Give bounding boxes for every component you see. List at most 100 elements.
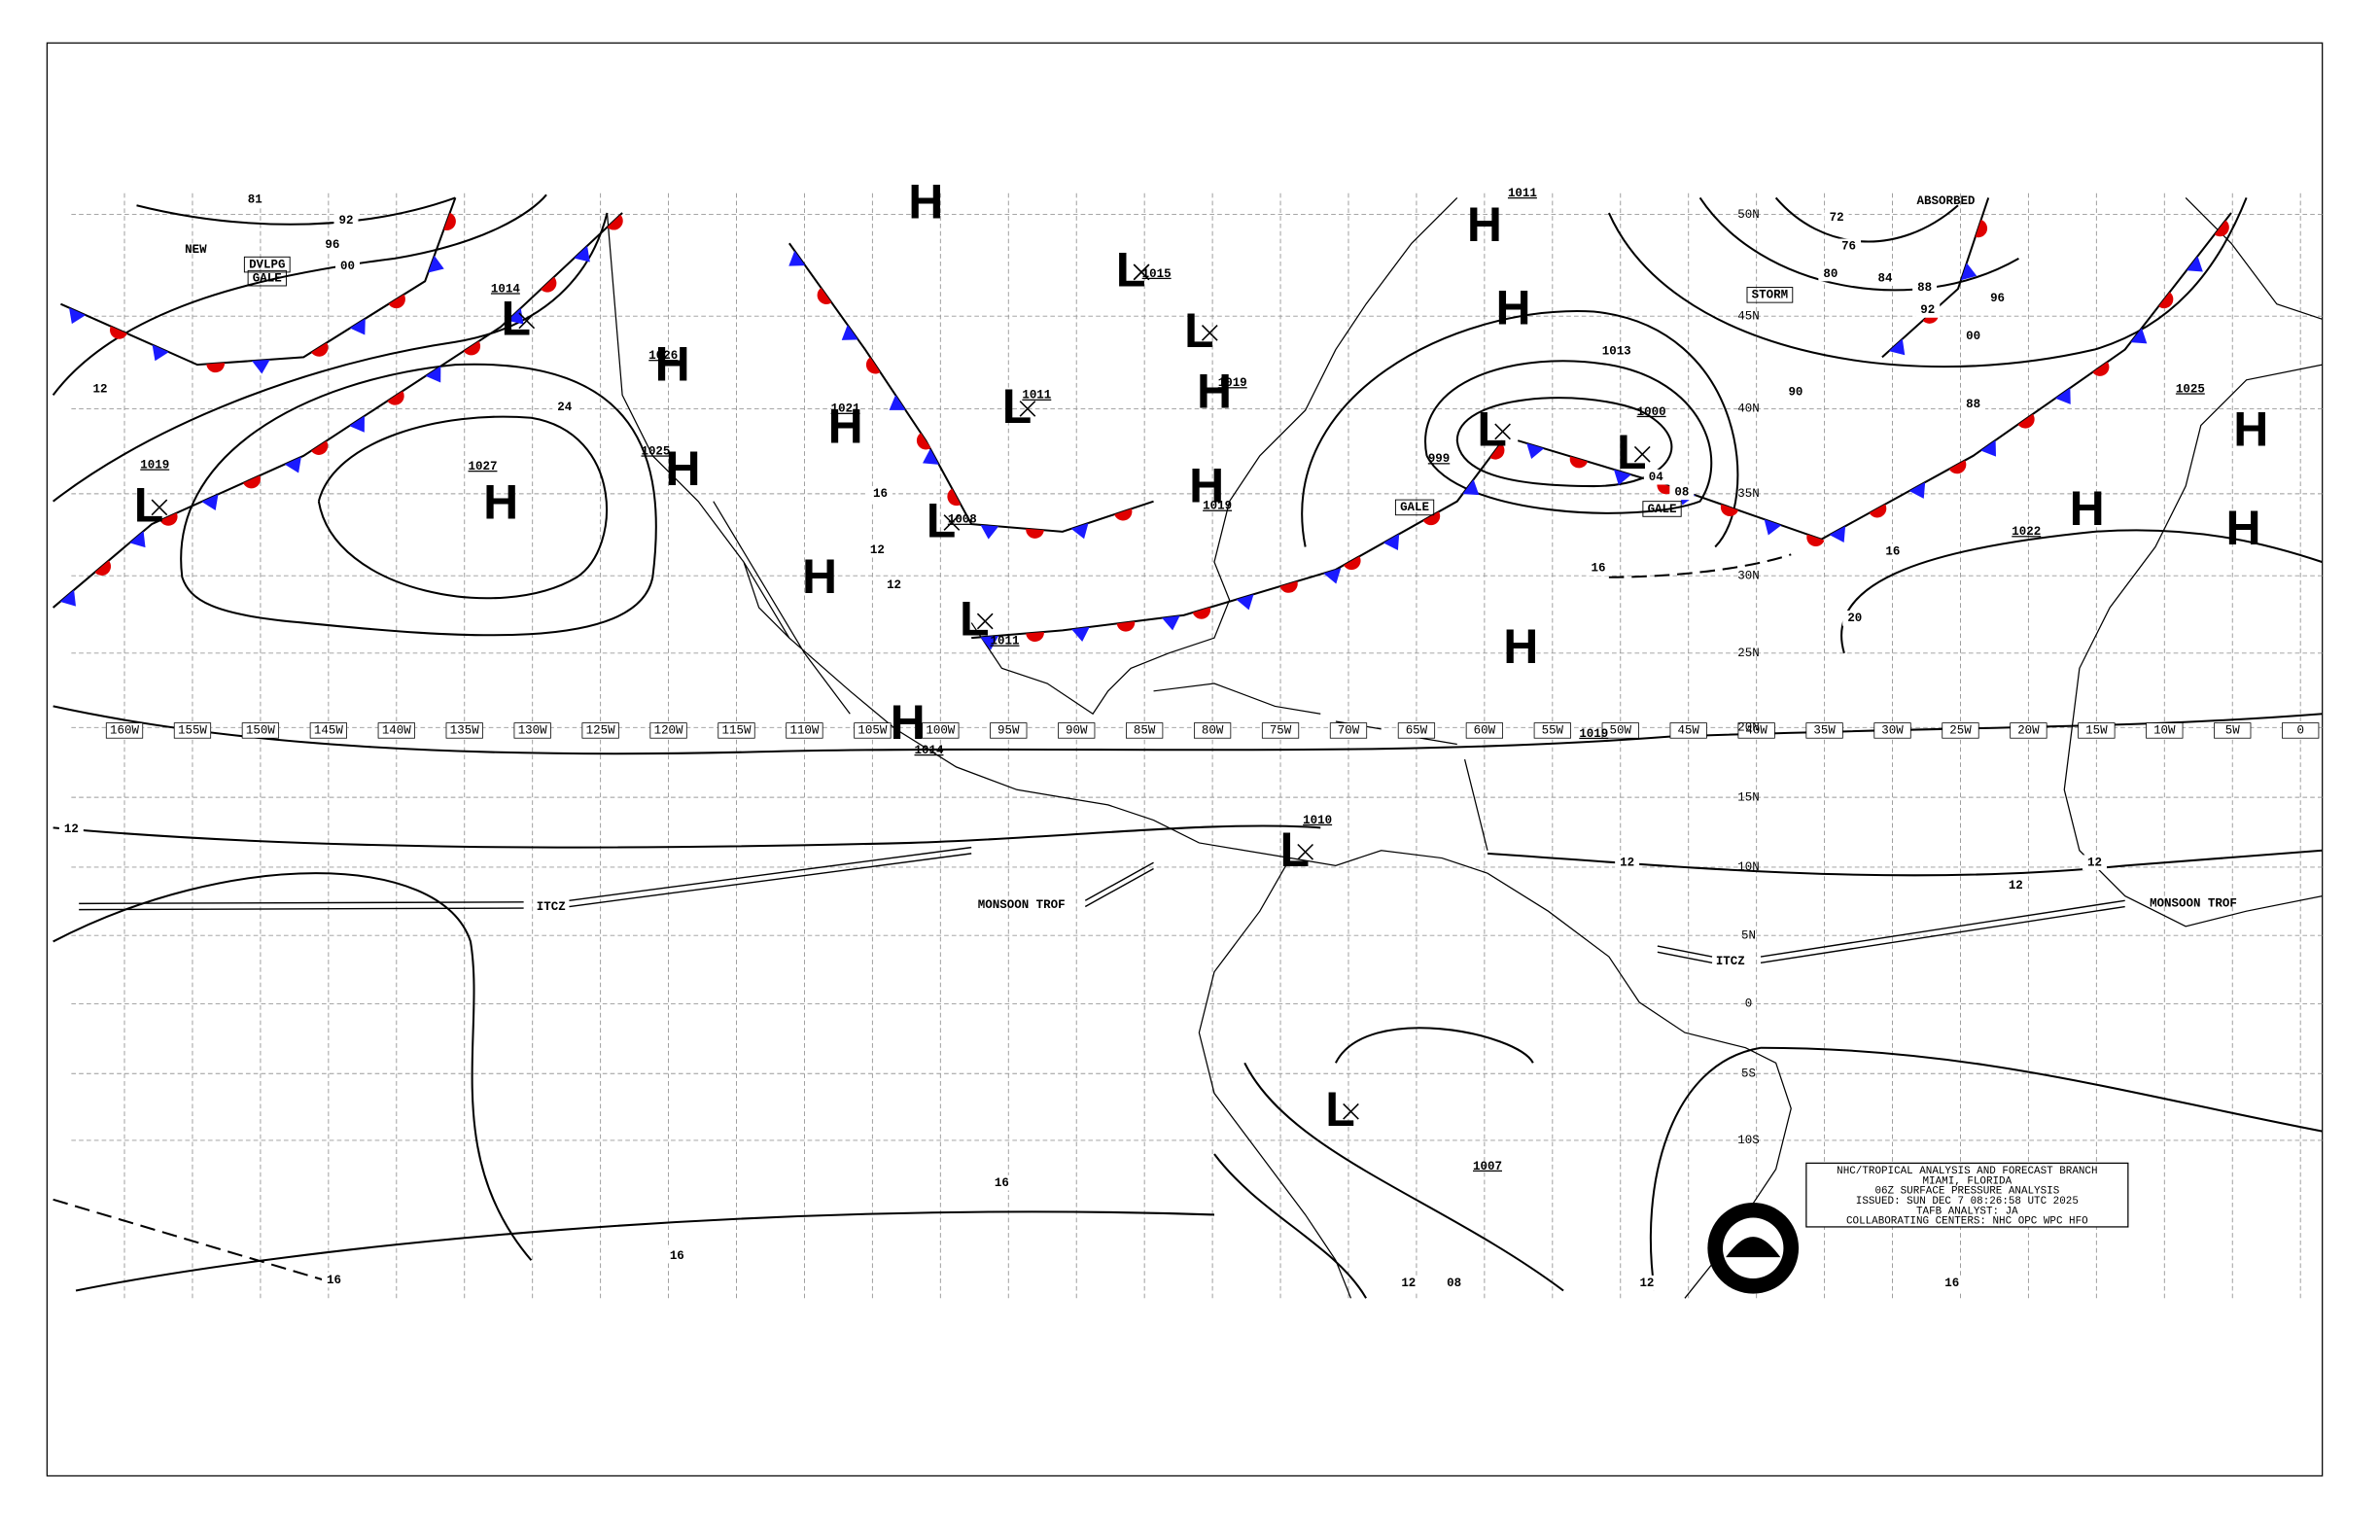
pressure-center-symbol: H bbox=[828, 399, 863, 453]
isobar-label-bg bbox=[1615, 855, 1640, 871]
low-center-x bbox=[976, 612, 994, 630]
lat-label: 5S bbox=[1741, 1068, 1756, 1081]
warm-front-pip bbox=[388, 294, 405, 309]
warm-front-pip bbox=[1026, 631, 1044, 643]
cold-front-pip bbox=[1162, 615, 1180, 631]
lon-label: 105W bbox=[858, 724, 887, 738]
lon-label: 85W bbox=[1134, 724, 1156, 738]
isobar-label-bg bbox=[1634, 1275, 1660, 1291]
pressure-center-value: 1011 bbox=[1508, 187, 1537, 200]
lon-label-box bbox=[2214, 722, 2252, 739]
itcz-line bbox=[1657, 951, 1713, 963]
isobar bbox=[180, 363, 657, 637]
pressure-center-value: 1019 bbox=[1579, 727, 1608, 741]
warm-front-pip bbox=[1192, 607, 1211, 619]
lon-label-box bbox=[241, 722, 280, 739]
front-line bbox=[788, 242, 1154, 533]
frame bbox=[46, 42, 2324, 1477]
fronts bbox=[52, 197, 2232, 963]
cold-front-pip bbox=[1070, 523, 1089, 540]
lon-label-box bbox=[1669, 722, 1707, 739]
warm-front-pip bbox=[1344, 556, 1361, 571]
pressure-center-symbol: H bbox=[891, 695, 926, 750]
warm-front-pip bbox=[159, 512, 178, 526]
itcz-line bbox=[569, 846, 972, 901]
grid bbox=[71, 192, 2323, 1299]
warm-front-pip bbox=[916, 433, 931, 450]
pressure-center-value: 1027 bbox=[469, 460, 498, 473]
lon-label: 110W bbox=[789, 724, 819, 738]
warm-front-pip bbox=[1489, 442, 1505, 460]
isobar-label-bg bbox=[664, 1247, 689, 1264]
isobar bbox=[1698, 196, 2019, 292]
lat-label: 25N bbox=[1737, 647, 1759, 660]
title-line: TAFB ANALYST: JA bbox=[1916, 1206, 2018, 1217]
isobar-label: 12 bbox=[64, 822, 79, 836]
feature-label-box bbox=[243, 256, 291, 273]
isobar-label: 12 bbox=[1401, 1277, 1416, 1290]
isobar-label: 1013 bbox=[1602, 344, 1631, 358]
lon-label-box bbox=[1397, 722, 1436, 739]
warm-front-pip bbox=[817, 287, 832, 304]
cold-front-pip bbox=[2186, 256, 2203, 272]
feature-label: ABSORBED bbox=[1917, 194, 1976, 208]
lat-label: 35N bbox=[1737, 487, 1759, 501]
cold-front-pip bbox=[349, 318, 366, 335]
lon-label: 160W bbox=[110, 724, 139, 738]
title-line: ISSUED: SUN DEC 7 08:26:58 UTC 2025 bbox=[1856, 1196, 2079, 1208]
isobar-label: 08 bbox=[1674, 486, 1689, 500]
noaa-logo bbox=[1707, 1202, 1800, 1294]
isobar bbox=[317, 415, 609, 600]
isobar-label: 16 bbox=[1944, 1277, 1959, 1290]
lon-label: 130W bbox=[518, 724, 547, 738]
isobar-label-bg bbox=[1818, 265, 1843, 282]
feature-label-box bbox=[1642, 501, 1682, 517]
warm-front-pip bbox=[1948, 460, 1967, 474]
isobar bbox=[1487, 849, 2323, 877]
isobar-label: 12 bbox=[887, 578, 901, 592]
feature-label: STORM bbox=[1752, 289, 1788, 302]
isobars bbox=[52, 193, 2323, 1299]
low-center-x bbox=[1633, 445, 1651, 463]
isobar-label-bg bbox=[1940, 1275, 1965, 1291]
pressure-center-symbol: L bbox=[960, 592, 990, 647]
pressure-center-value: 1008 bbox=[948, 513, 977, 527]
isobar bbox=[75, 1210, 1215, 1292]
lon-label: 125W bbox=[586, 724, 615, 738]
cold-front-pip bbox=[425, 366, 441, 383]
pressure-center-value: 1014 bbox=[915, 744, 944, 757]
warm-front-pip bbox=[865, 357, 881, 374]
warm-front-pip bbox=[110, 326, 127, 339]
pressure-center-symbol: L bbox=[134, 478, 164, 533]
feature-label: MONSOON TROF bbox=[2150, 897, 2237, 911]
isobar-label-bg bbox=[1396, 1275, 1421, 1291]
pressure-center-value: 1025 bbox=[641, 444, 670, 458]
lon-label: 45W bbox=[1677, 724, 1699, 738]
pressure-center-symbol: H bbox=[1197, 365, 1232, 419]
warm-front-pip bbox=[1869, 504, 1887, 518]
warm-front-pip bbox=[1806, 534, 1825, 547]
cold-front-pip bbox=[788, 250, 806, 266]
isobar-label: 12 bbox=[1639, 1277, 1654, 1290]
warm-front-pip bbox=[243, 475, 261, 489]
isobar-label-bg bbox=[552, 400, 578, 415]
lon-label: 100W bbox=[926, 724, 955, 738]
isobar bbox=[1649, 1046, 1762, 1291]
low-center-x bbox=[1343, 1102, 1359, 1120]
lon-label-box bbox=[581, 722, 619, 739]
warm-front-pip bbox=[1116, 621, 1136, 632]
warm-front-pip bbox=[2092, 362, 2110, 376]
warm-front-pip bbox=[607, 214, 623, 230]
warm-front-pip bbox=[2158, 292, 2174, 309]
isobar-label-bg bbox=[868, 486, 892, 502]
isobar bbox=[52, 705, 2323, 755]
isobar-label-bg bbox=[1842, 611, 1868, 626]
south-america-coast bbox=[1198, 850, 1792, 1299]
warm-front-pip bbox=[1279, 580, 1298, 593]
feature-label: MONSOON TROF bbox=[978, 898, 1066, 912]
isobar-label: 20 bbox=[1847, 612, 1862, 625]
title-line: NHC/TROPICAL ANALYSIS AND FORECAST BRANC… bbox=[1837, 1166, 2097, 1177]
lon-label: 60W bbox=[1474, 724, 1496, 738]
isobar-label: 12 bbox=[2009, 879, 2023, 892]
lon-label-box bbox=[649, 722, 687, 739]
